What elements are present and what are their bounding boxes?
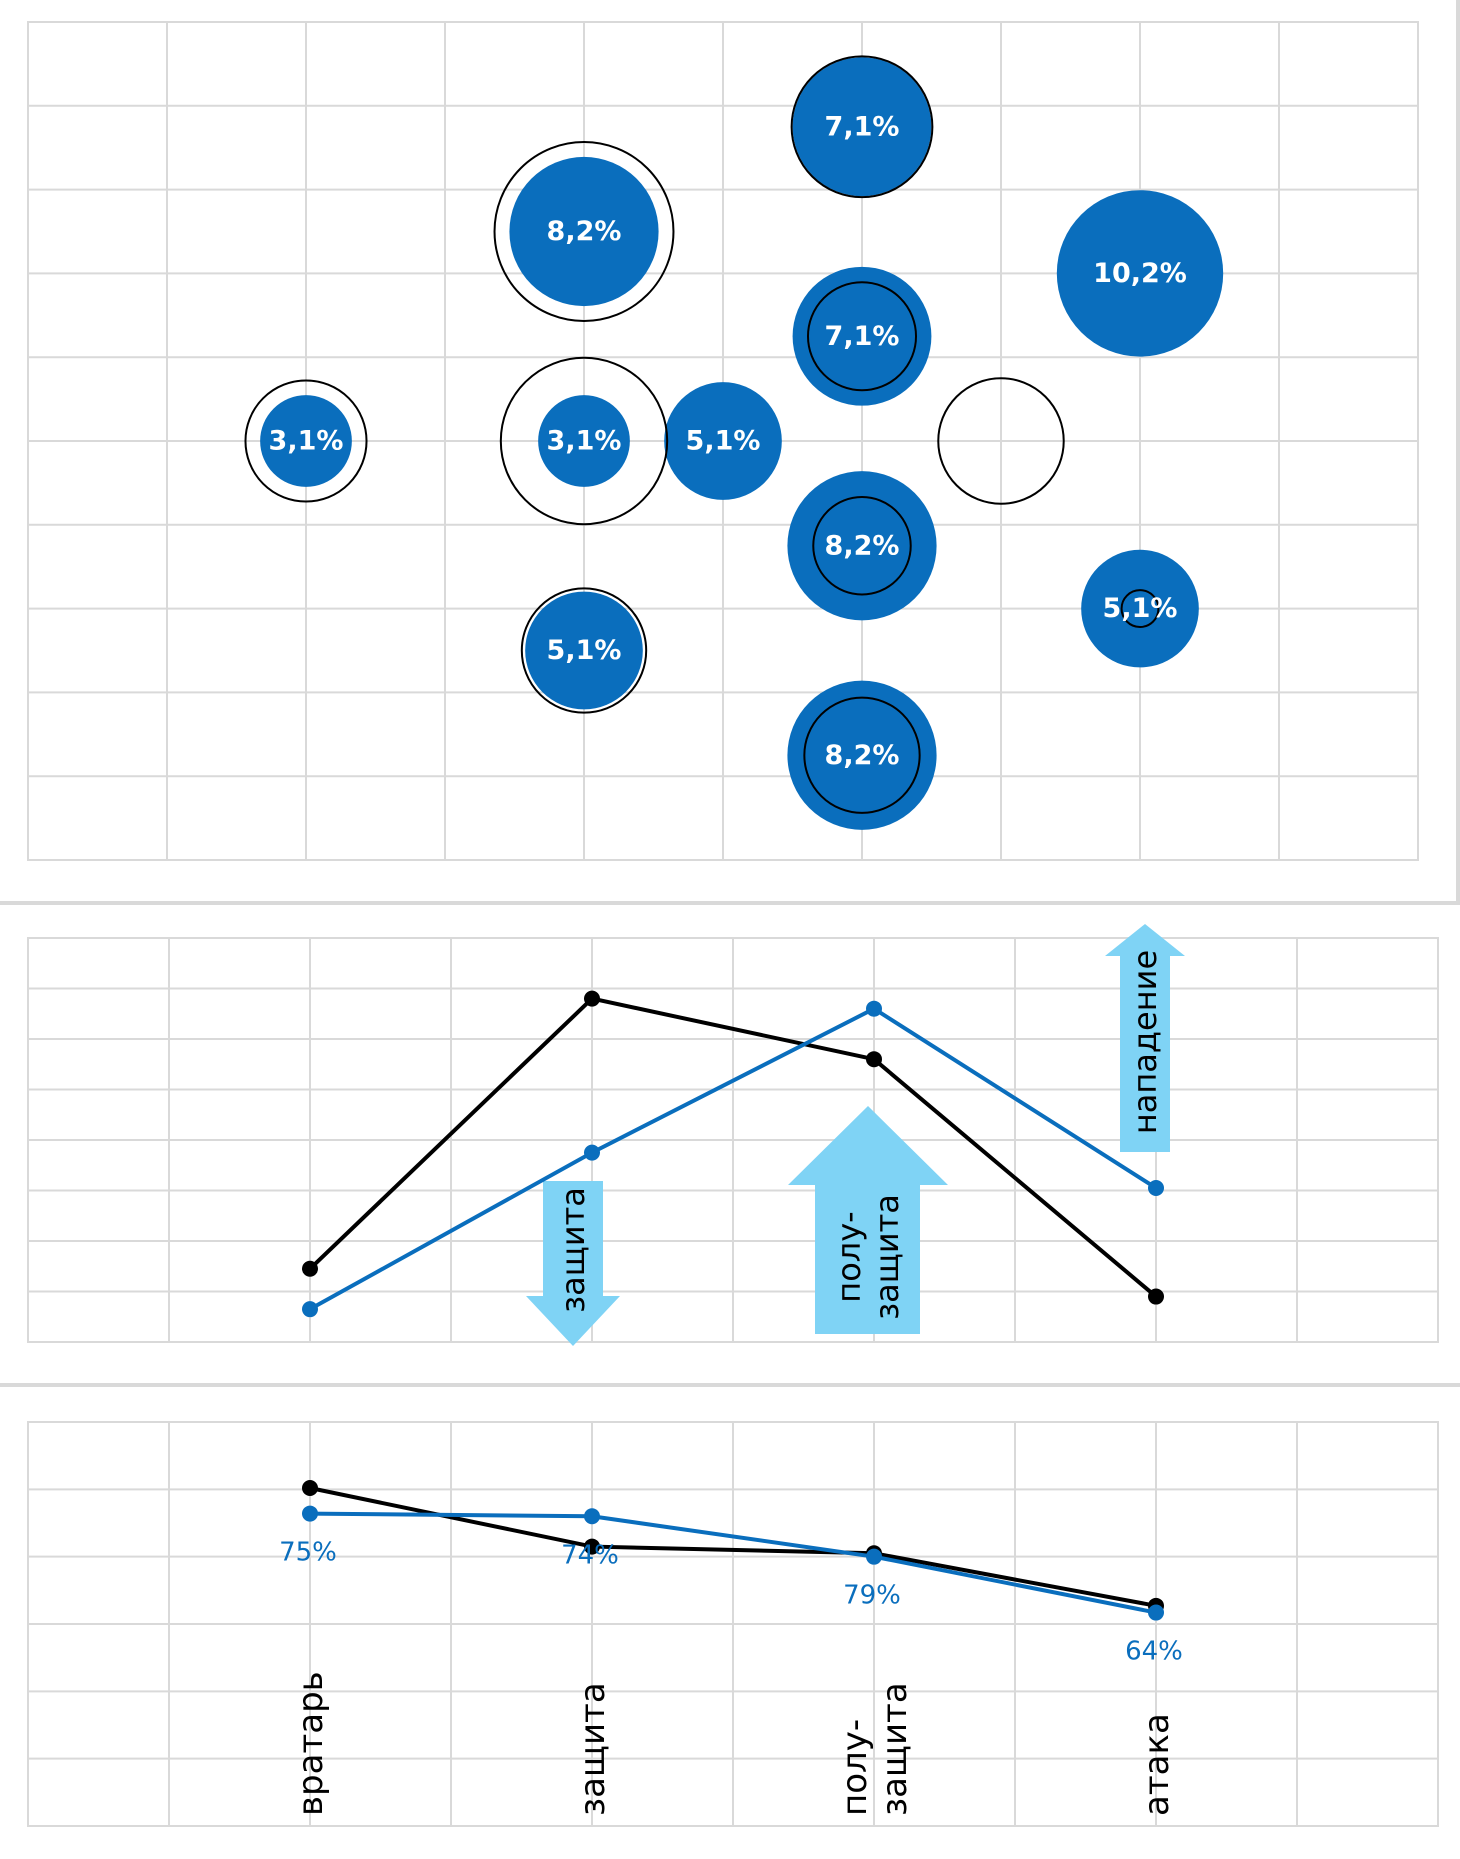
arrow-up xyxy=(1105,924,1185,1152)
series-point-black xyxy=(302,1479,318,1496)
line-chart-bottom-frame xyxy=(27,1421,1439,1827)
data-label: 64% xyxy=(1125,1637,1183,1667)
bubble-label: 7,1% xyxy=(825,111,900,142)
bubble-label: 8,2% xyxy=(825,740,900,771)
series-point-blue xyxy=(584,1508,600,1525)
bubble xyxy=(525,591,643,710)
bubble-label: 3,1% xyxy=(269,426,344,457)
arrow-label: нападение xyxy=(1126,950,1164,1134)
series-line-black xyxy=(308,996,1158,1299)
bubble-label: 5,1% xyxy=(686,426,761,457)
category-label: защита xyxy=(573,1682,613,1816)
bubble xyxy=(792,266,932,406)
bubble-label: 5,1% xyxy=(547,635,622,666)
arrow-up xyxy=(788,1106,948,1334)
series-line-blue xyxy=(309,1006,1158,1311)
bubble-outline xyxy=(1120,589,1160,629)
bubble xyxy=(664,382,782,500)
arrow-label: полу-защита xyxy=(830,1194,906,1320)
line-chart-bottom: 75% 74% 79% 64% вратарь защита полу-защита ата… xyxy=(27,1421,1439,1827)
position-arrows: защита полу-защита нападение xyxy=(526,924,1185,1346)
series-line-blue xyxy=(309,1511,1157,1615)
data-label: 75% xyxy=(279,1538,337,1568)
bubble-outline xyxy=(803,696,921,814)
bubble-outline xyxy=(499,356,669,526)
bubble xyxy=(1056,190,1224,357)
arrow-label: защита xyxy=(554,1187,592,1313)
bubble-label: 5,1% xyxy=(1103,593,1178,624)
line-chart-middle-grid xyxy=(28,938,1438,1342)
bubble-outline xyxy=(812,496,912,596)
bubble-outline xyxy=(244,379,368,503)
bubble-outline xyxy=(520,587,648,714)
line-chart-middle-frame xyxy=(27,937,1439,1343)
category-label: атака xyxy=(1137,1713,1177,1816)
data-label: 79% xyxy=(843,1581,901,1611)
series-point-black xyxy=(584,1538,600,1555)
bubble-label: 10,2% xyxy=(1093,258,1187,289)
series-point-blue xyxy=(302,1505,318,1522)
bubble-label: 7,1% xyxy=(825,321,900,352)
bubble-chart-frame xyxy=(27,21,1419,861)
bubble xyxy=(1081,549,1199,668)
series-point-blue xyxy=(1148,1604,1164,1621)
bubble xyxy=(787,680,937,830)
series-point-black xyxy=(1148,1288,1164,1305)
data-label: 74% xyxy=(561,1540,619,1570)
series-point-blue xyxy=(866,1548,882,1565)
line-chart-bottom-marks: 75% 74% 79% 64% xyxy=(279,1479,1183,1667)
series-point-black xyxy=(302,1260,318,1277)
line-chart-middle: защита полу-защита нападение xyxy=(27,924,1439,1346)
bubble xyxy=(260,395,352,487)
bubble xyxy=(538,395,630,487)
series-point-blue xyxy=(1148,1179,1164,1196)
bubble-label: 8,2% xyxy=(825,530,900,561)
arrow-down xyxy=(526,1181,620,1346)
series-point-black xyxy=(584,990,600,1007)
bubble-chart-marks: 3,1% 3,1% 5,1% 8,2% 5,1% 7,1% 7,1% 8,2% 8,2% 10,2… xyxy=(244,55,1224,830)
bubble-outline xyxy=(493,141,675,322)
series-point-blue xyxy=(866,1000,882,1017)
bubble-chart: 3,1% 3,1% 5,1% 8,2% 5,1% 7,1% 7,1% 8,2% 8,2% 10,2… xyxy=(27,21,1419,861)
series-point-blue xyxy=(584,1144,600,1161)
bubble xyxy=(792,57,932,197)
category-labels: вратарь защита полу-защита атака xyxy=(291,1671,1177,1816)
bubble-label: 8,2% xyxy=(547,216,622,247)
bubble-outline xyxy=(937,377,1065,505)
series-line-black xyxy=(309,1486,1157,1608)
series-point-blue xyxy=(302,1301,318,1318)
bubble-label: 3,1% xyxy=(547,426,622,457)
category-label: полу-защита xyxy=(835,1682,915,1816)
line-chart-bottom-grid xyxy=(28,1422,1438,1826)
category-label: вратарь xyxy=(291,1671,331,1816)
bubble xyxy=(509,156,659,307)
series-point-black xyxy=(866,1051,882,1068)
bubble-outline xyxy=(790,55,934,199)
bubble xyxy=(787,471,937,621)
bubble-outline xyxy=(806,281,918,392)
line-chart-middle-marks xyxy=(302,990,1164,1318)
